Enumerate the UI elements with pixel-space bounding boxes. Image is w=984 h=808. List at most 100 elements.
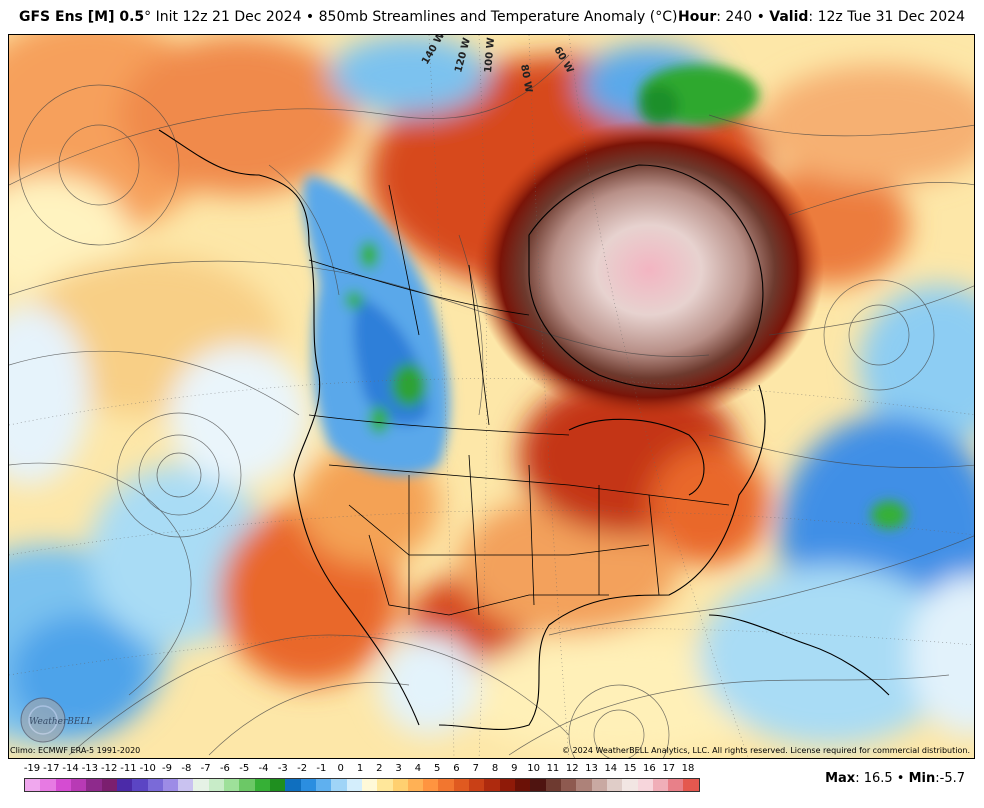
climo-note: Climo: ECMWF ERA-5 1991-2020 bbox=[10, 746, 141, 755]
colorbar-segment bbox=[70, 779, 87, 791]
colorbar-tick-label: 16 bbox=[643, 763, 656, 774]
colorbar-tick-label: 0 bbox=[337, 763, 344, 774]
map-title: GFS Ens [M] 0.5° Init 12z 21 Dec 2024 • … bbox=[19, 0, 677, 34]
min-value: :-5.7 bbox=[935, 771, 965, 786]
colorbar-tick-label: 8 bbox=[491, 763, 499, 774]
weatherbell-logo: WeatherBELL bbox=[20, 697, 92, 743]
logo-text: WeatherBELL bbox=[29, 717, 92, 727]
lon-label-100w: 100 W bbox=[483, 37, 497, 73]
colorbar-ticks: -19 -17 -14 -13 -12 -11 -10 -9 -8 -7 -6 -5 -4 -3 -2 -1 0… bbox=[24, 763, 700, 777]
colorbar-tick-label: -7 bbox=[200, 763, 211, 774]
colorbar-segment bbox=[606, 779, 623, 791]
min-label: Min bbox=[908, 771, 936, 786]
colorbar-segment bbox=[545, 779, 561, 791]
colorbar-tick-label: -4 bbox=[258, 763, 269, 774]
colorbar-segment bbox=[25, 779, 41, 791]
colorbar-tick-label: -12 bbox=[101, 763, 118, 774]
colorbar-tick-label: -17 bbox=[43, 763, 60, 774]
colorbar-segment bbox=[591, 779, 607, 791]
colorbar-segment bbox=[208, 779, 225, 791]
colorbar-segment bbox=[484, 779, 500, 791]
colorbar-segment bbox=[361, 779, 378, 791]
colorbar-segment bbox=[300, 779, 316, 791]
colorbar-tick-label: -3 bbox=[277, 763, 288, 774]
colorbar-tick-label: -6 bbox=[219, 763, 230, 774]
colorbar-tick-label: -10 bbox=[139, 763, 156, 774]
colorbar-tick-label: -2 bbox=[297, 763, 308, 774]
colorbar-tick-label: 11 bbox=[546, 763, 560, 774]
degree-symbol: ° bbox=[144, 9, 152, 25]
graticule bbox=[9, 35, 974, 758]
lon-label-80w: 80 W bbox=[518, 64, 534, 94]
colorbar-segment bbox=[377, 779, 393, 791]
colorbar-segment bbox=[331, 779, 347, 791]
colorbar-segment bbox=[162, 779, 179, 791]
colorbar-segment bbox=[285, 779, 301, 791]
colorbar-tick-label: -1 bbox=[316, 763, 327, 774]
colorbar-segment bbox=[101, 779, 117, 791]
colorbar-tick-label: 17 bbox=[662, 763, 676, 774]
colorbar-segment bbox=[683, 779, 699, 791]
colorbar-tick-label: 9 bbox=[511, 763, 518, 774]
colorbar-segment bbox=[178, 779, 194, 791]
colorbar-segment bbox=[346, 779, 362, 791]
colorbar-segment bbox=[315, 779, 332, 791]
coastlines bbox=[158, 129, 890, 730]
colorbar-segment bbox=[469, 779, 485, 791]
political-borders bbox=[308, 184, 730, 616]
max-label: Max bbox=[825, 771, 856, 786]
copyright-note: © 2024 WeatherBELL Analytics, LLC. All r… bbox=[562, 746, 970, 755]
colorbar-segment bbox=[132, 779, 148, 791]
colorbar-tick-label: 5 bbox=[433, 763, 441, 774]
colorbar-segment bbox=[530, 779, 546, 791]
colorbar-segment bbox=[668, 779, 684, 791]
colorbar-tick-label: -13 bbox=[81, 763, 99, 774]
colorbar-segment bbox=[423, 779, 439, 791]
valid-value: : 12z Tue 31 Dec 2024 bbox=[808, 9, 965, 25]
anomaly-map-svg: 140 W 120 W 100 W 80 W 60 W WeatherBELL bbox=[9, 35, 974, 758]
colorbar-segment bbox=[515, 779, 531, 791]
colorbar-segment bbox=[622, 779, 638, 791]
colorbar-tick-label: 12 bbox=[565, 763, 579, 774]
colorbar-segment bbox=[40, 779, 56, 791]
colorbar-segment bbox=[270, 779, 286, 791]
colorbar-legend: -19 -17 -14 -13 -12 -11 -10 -9 -8 -7 -6 -5 -4 -3 -2 -1 0… bbox=[24, 763, 700, 795]
colorbar-tick-label: 15 bbox=[623, 763, 637, 774]
valid-time: Hour: 240 • Valid: 12z Tue 31 Dec 2024 bbox=[678, 0, 965, 34]
colorbar-segment bbox=[560, 779, 577, 791]
warm-anomaly bbox=[474, 120, 824, 420]
map-header: GFS Ens [M] 0.5° Init 12z 21 Dec 2024 • … bbox=[0, 0, 984, 34]
colorbar-tick-label: 7 bbox=[472, 763, 479, 774]
max-value: : 16.5 • bbox=[855, 771, 909, 786]
hour-value: : 240 • bbox=[716, 9, 770, 25]
colorbar-tick-label: 14 bbox=[604, 763, 618, 774]
colorbar-segment bbox=[116, 779, 133, 791]
colorbar-tick-label: 2 bbox=[376, 763, 383, 774]
init-text: Init 12z 21 Dec 2024 • 850mb Streamlines… bbox=[151, 9, 678, 25]
weather-map[interactable]: 140 W 120 W 100 W 80 W 60 W WeatherBELL bbox=[8, 34, 975, 759]
colorbar-tick-label: -19 bbox=[23, 763, 41, 774]
colorbar-segment bbox=[499, 779, 515, 791]
colorbar-segment bbox=[239, 779, 255, 791]
colorbar-segment bbox=[55, 779, 71, 791]
colorbar-tick-label: 10 bbox=[527, 763, 541, 774]
colorbar-tick-label: 4 bbox=[414, 763, 422, 774]
colorbar-segment bbox=[637, 779, 653, 791]
colorbar-tick-label: 1 bbox=[356, 763, 364, 774]
colorbar bbox=[24, 778, 700, 792]
colorbar-segment bbox=[392, 779, 408, 791]
colorbar-tick-label: -5 bbox=[239, 763, 250, 774]
colorbar-tick-label: 6 bbox=[453, 763, 460, 774]
cold-anomaly bbox=[302, 65, 907, 529]
colorbar-tick-label: -11 bbox=[120, 763, 137, 774]
colorbar-tick-label: -8 bbox=[181, 763, 192, 774]
colorbar-segment bbox=[193, 779, 209, 791]
colorbar-tick-label: -9 bbox=[162, 763, 173, 774]
colorbar-tick-label: 18 bbox=[681, 763, 695, 774]
max-min-stats: Max: 16.5 • Min:-5.7 bbox=[825, 771, 965, 786]
colorbar-segment bbox=[407, 779, 424, 791]
colorbar-segment bbox=[254, 779, 270, 791]
hour-label: Hour bbox=[678, 9, 717, 25]
colorbar-tick-label: 3 bbox=[395, 763, 402, 774]
model-name: GFS Ens [M] 0.5 bbox=[19, 9, 145, 25]
